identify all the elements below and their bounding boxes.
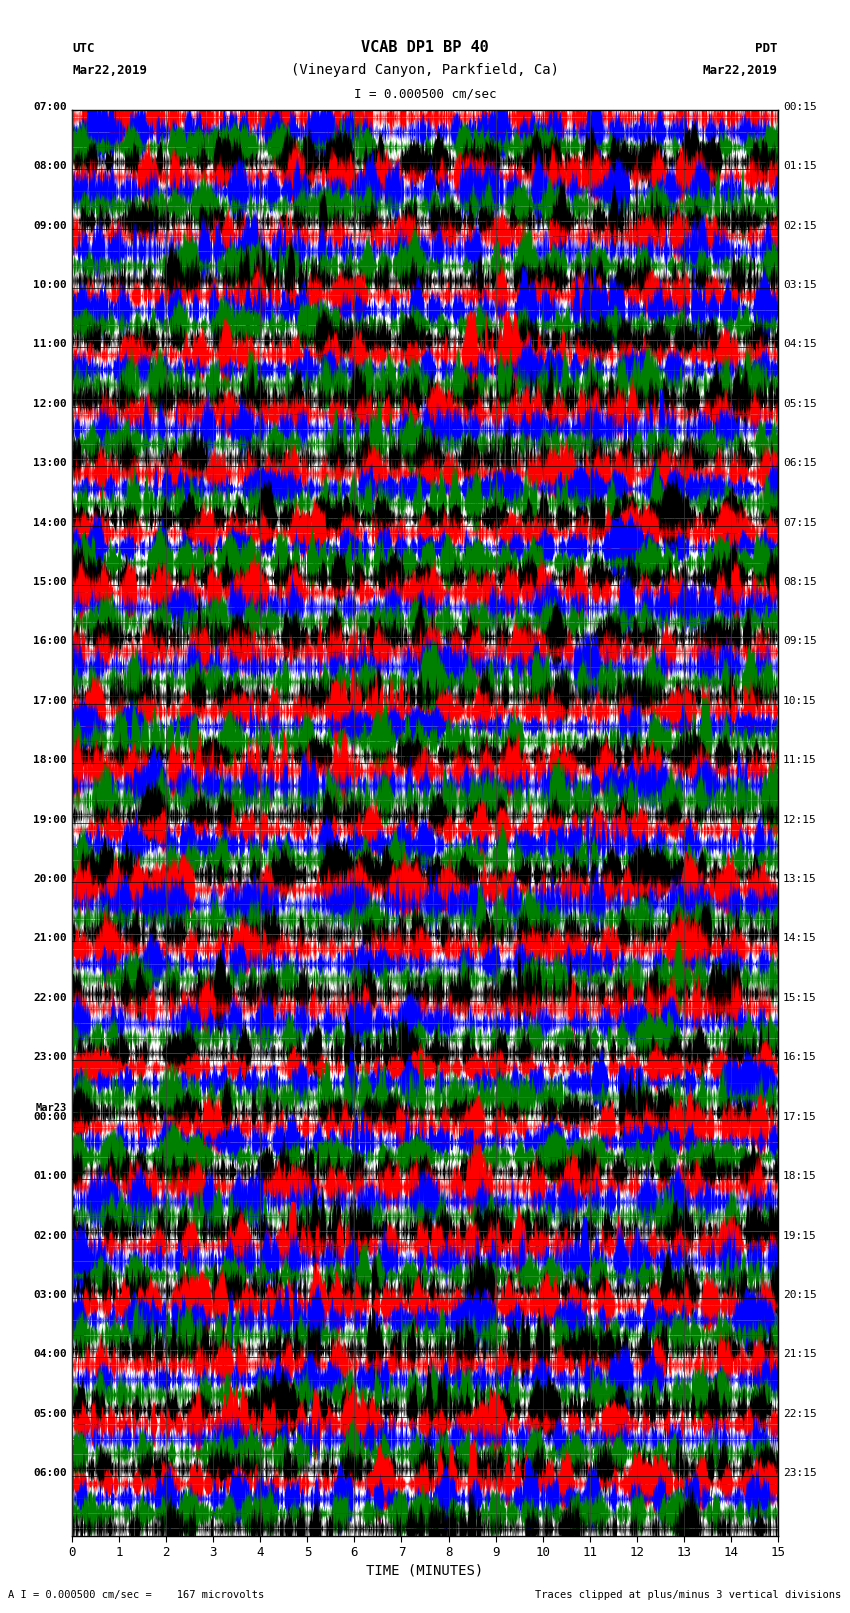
Text: UTC: UTC	[72, 42, 94, 55]
Text: 10:00: 10:00	[33, 281, 67, 290]
Text: 20:15: 20:15	[783, 1290, 817, 1300]
Text: 07:00: 07:00	[33, 102, 67, 111]
Text: 02:15: 02:15	[783, 221, 817, 231]
Text: 05:00: 05:00	[33, 1408, 67, 1419]
Text: 21:00: 21:00	[33, 934, 67, 944]
Text: 06:00: 06:00	[33, 1468, 67, 1478]
Text: 14:00: 14:00	[33, 518, 67, 527]
Text: 03:00: 03:00	[33, 1290, 67, 1300]
Text: 09:15: 09:15	[783, 637, 817, 647]
Text: A I = 0.000500 cm/sec =    167 microvolts: A I = 0.000500 cm/sec = 167 microvolts	[8, 1590, 264, 1600]
Text: 11:00: 11:00	[33, 339, 67, 350]
Text: 04:00: 04:00	[33, 1350, 67, 1360]
Text: 00:00: 00:00	[33, 1111, 67, 1121]
Text: 18:15: 18:15	[783, 1171, 817, 1181]
Text: I = 0.000500 cm/sec: I = 0.000500 cm/sec	[354, 87, 496, 100]
Text: 02:00: 02:00	[33, 1231, 67, 1240]
Text: 20:00: 20:00	[33, 874, 67, 884]
Text: 13:00: 13:00	[33, 458, 67, 468]
Text: 15:00: 15:00	[33, 577, 67, 587]
Text: VCAB DP1 BP 40: VCAB DP1 BP 40	[361, 40, 489, 55]
Text: PDT: PDT	[756, 42, 778, 55]
Text: 18:00: 18:00	[33, 755, 67, 765]
Text: 23:15: 23:15	[783, 1468, 817, 1478]
Text: 10:15: 10:15	[783, 695, 817, 706]
Text: 16:15: 16:15	[783, 1052, 817, 1063]
Text: 08:00: 08:00	[33, 161, 67, 171]
Text: 15:15: 15:15	[783, 994, 817, 1003]
Text: 19:15: 19:15	[783, 1231, 817, 1240]
Text: 04:15: 04:15	[783, 339, 817, 350]
Text: 16:00: 16:00	[33, 637, 67, 647]
Text: 14:15: 14:15	[783, 934, 817, 944]
Text: 22:00: 22:00	[33, 994, 67, 1003]
Text: 07:15: 07:15	[783, 518, 817, 527]
Text: Traces clipped at plus/minus 3 vertical divisions: Traces clipped at plus/minus 3 vertical …	[536, 1590, 842, 1600]
Text: 12:15: 12:15	[783, 815, 817, 824]
Text: 00:15: 00:15	[783, 102, 817, 111]
Text: 17:15: 17:15	[783, 1111, 817, 1121]
Text: 06:15: 06:15	[783, 458, 817, 468]
Text: (Vineyard Canyon, Parkfield, Ca): (Vineyard Canyon, Parkfield, Ca)	[291, 63, 559, 77]
Text: 22:15: 22:15	[783, 1408, 817, 1419]
Text: 09:00: 09:00	[33, 221, 67, 231]
Text: 12:00: 12:00	[33, 398, 67, 408]
Text: 11:15: 11:15	[783, 755, 817, 765]
Text: 23:00: 23:00	[33, 1052, 67, 1063]
Text: 21:15: 21:15	[783, 1350, 817, 1360]
X-axis label: TIME (MINUTES): TIME (MINUTES)	[366, 1563, 484, 1578]
Text: 08:15: 08:15	[783, 577, 817, 587]
Text: 01:00: 01:00	[33, 1171, 67, 1181]
Text: 05:15: 05:15	[783, 398, 817, 408]
Text: 19:00: 19:00	[33, 815, 67, 824]
Text: 01:15: 01:15	[783, 161, 817, 171]
Text: Mar22,2019: Mar22,2019	[703, 65, 778, 77]
Text: Mar22,2019: Mar22,2019	[72, 65, 147, 77]
Text: Mar23: Mar23	[36, 1103, 67, 1113]
Text: 17:00: 17:00	[33, 695, 67, 706]
Text: 03:15: 03:15	[783, 281, 817, 290]
Text: 13:15: 13:15	[783, 874, 817, 884]
